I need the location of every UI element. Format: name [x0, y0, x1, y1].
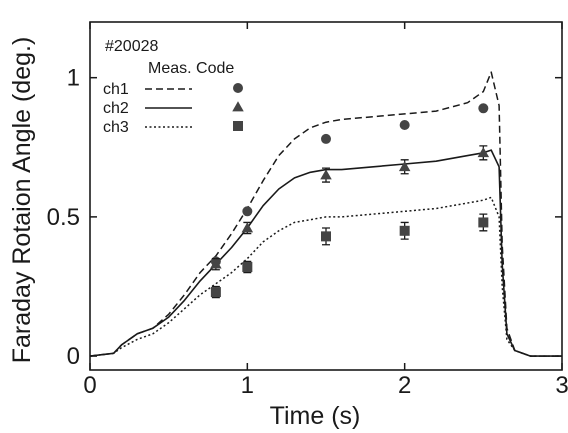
shot-number-label: #20028 — [105, 38, 158, 55]
ch3-measurement-point-2 — [321, 231, 331, 242]
ch3-measurement-point-3 — [399, 225, 410, 236]
x-tick-label-3: 3 — [555, 372, 568, 399]
y-tick-label-1: 0.5 — [47, 204, 80, 231]
ch2-measurement-point-1 — [241, 222, 254, 233]
x-tick-label-1: 1 — [241, 372, 254, 399]
ch1-code-curve — [89, 71, 562, 357]
plot-frame — [89, 21, 563, 371]
ch2-measurement-point-4 — [477, 147, 490, 158]
code-curves — [89, 71, 562, 357]
x-axis-label: Time (s) — [270, 402, 361, 430]
ch3-code-curve — [89, 196, 562, 357]
ch2-code-curve — [89, 149, 562, 357]
legend: ch1 ch2 ch3 — [103, 81, 244, 136]
legend-marker-ch3 — [233, 121, 243, 131]
y-tick-label-0: 0 — [67, 343, 80, 370]
legend-marker-ch2 — [232, 101, 244, 112]
ch3-measurement-point-1 — [242, 261, 253, 272]
ch3-measurement-point-4 — [478, 217, 489, 228]
legend-marker-ch1 — [233, 83, 243, 93]
measurement-points — [210, 103, 490, 299]
ch1-measurement-point-3 — [399, 120, 410, 131]
ch2-measurement-point-0 — [210, 258, 222, 269]
legend-header: Meas. Code — [148, 60, 234, 77]
axis-ticks — [89, 22, 563, 370]
y-axis-label: Faraday Rotaion Angle (deg.) — [8, 37, 36, 364]
ch1-measurement-point-4 — [478, 103, 489, 114]
legend-label-ch1: ch1 — [103, 81, 129, 98]
ch1-measurement-point-1 — [242, 206, 253, 217]
y-tick-label-2: 1 — [67, 65, 80, 92]
ch2-measurement-point-3 — [398, 161, 411, 172]
x-tick-label-0: 0 — [83, 372, 96, 399]
ch2-measurement-point-2 — [320, 169, 332, 180]
legend-label-ch2: ch2 — [103, 100, 129, 117]
legend-label-ch3: ch3 — [103, 119, 129, 136]
x-tick-label-2: 2 — [398, 372, 411, 399]
tick-labels: 0 1 2 3 0 0.5 1 — [47, 65, 568, 399]
ch3-measurement-point-0 — [210, 287, 221, 298]
ch1-measurement-point-2 — [321, 133, 331, 144]
